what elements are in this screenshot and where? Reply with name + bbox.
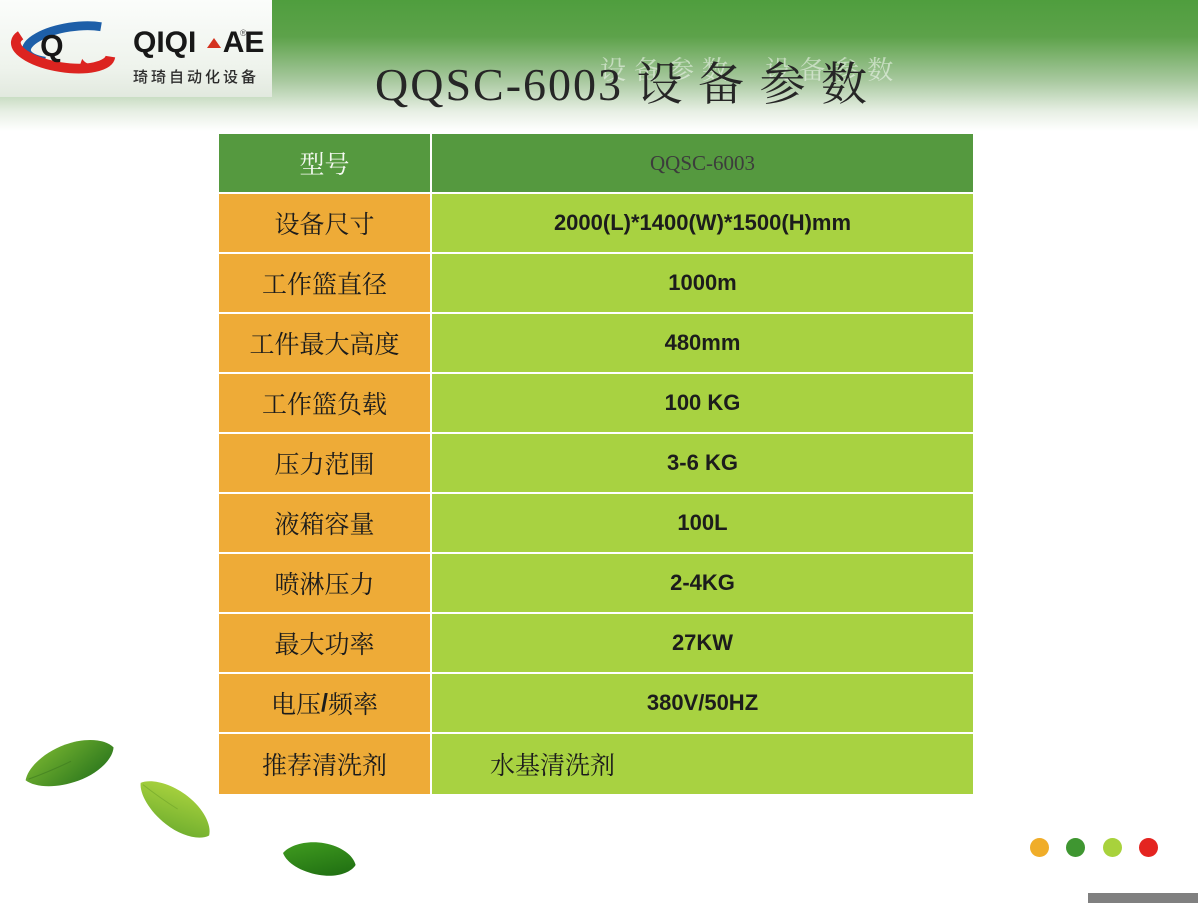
svg-text:Q: Q <box>40 30 63 63</box>
